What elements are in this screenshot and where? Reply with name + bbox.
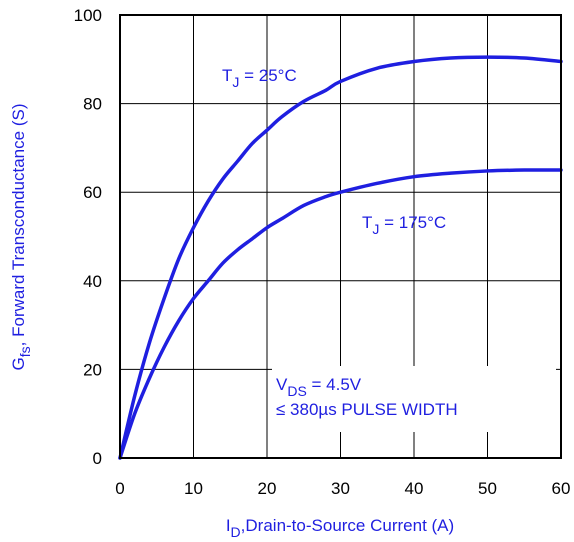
y-tick-label: 0 bbox=[93, 449, 102, 468]
y-tick-label: 40 bbox=[83, 272, 102, 291]
x-tick-label: 30 bbox=[331, 479, 350, 498]
plot-frame bbox=[119, 14, 562, 459]
x-tick-label: 40 bbox=[405, 479, 424, 498]
conditions-vds: VDS = 4.5V bbox=[276, 375, 362, 399]
series-line-1 bbox=[118, 168, 563, 460]
series-line-0 bbox=[118, 55, 563, 460]
x-tick-label: 20 bbox=[258, 479, 277, 498]
x-tick-label: 60 bbox=[552, 479, 571, 498]
series-label-175c: TJ = 175°C bbox=[362, 213, 446, 237]
curves bbox=[118, 55, 563, 460]
y-axis-label: Gfs, Forward Transconductance (S) bbox=[9, 104, 33, 371]
conditions-box bbox=[272, 366, 556, 432]
y-axis-ticks: 0 20 40 60 80 100 bbox=[74, 6, 102, 468]
series-label-25c: TJ = 25°C bbox=[222, 66, 297, 90]
x-axis-ticks: 0 10 20 30 40 50 60 bbox=[115, 479, 570, 498]
x-axis-label: ID,Drain-to-Source Current (A) bbox=[226, 516, 454, 540]
x-tick-label: 10 bbox=[184, 479, 203, 498]
y-tick-label: 100 bbox=[74, 6, 102, 25]
x-tick-label: 50 bbox=[478, 479, 497, 498]
y-tick-label: 20 bbox=[83, 360, 102, 379]
x-tick-label: 0 bbox=[115, 479, 124, 498]
y-tick-label: 60 bbox=[83, 183, 102, 202]
y-tick-label: 80 bbox=[83, 95, 102, 114]
conditions-pulse: ≤ 380µs PULSE WIDTH bbox=[276, 400, 458, 419]
